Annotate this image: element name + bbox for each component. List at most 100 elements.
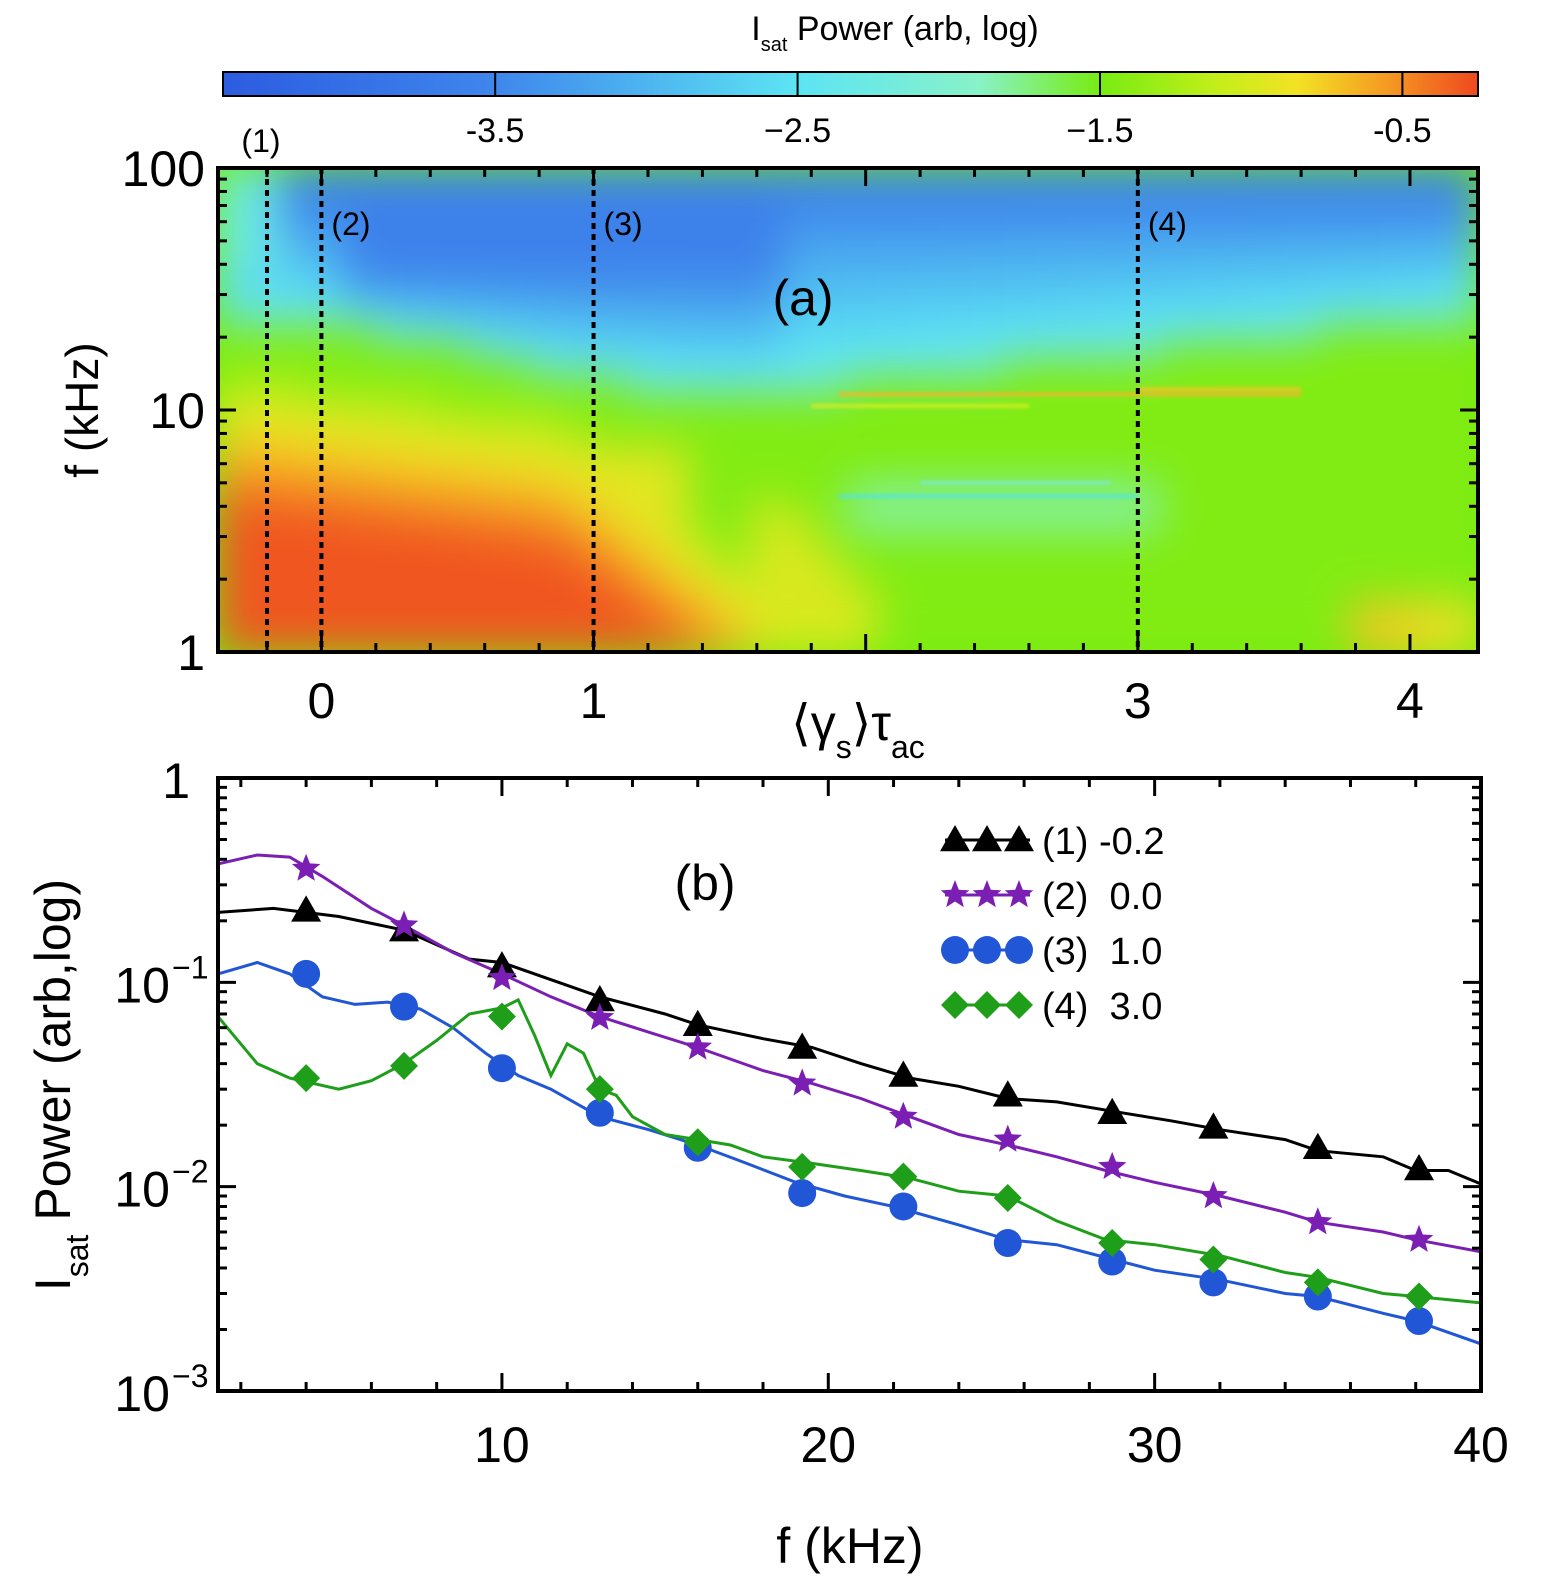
heatmap-cell (218, 287, 252, 309)
heatmap-cell (594, 338, 630, 361)
legend-label: (3) 1.0 (1042, 931, 1162, 973)
heatmap-cell (972, 615, 1008, 637)
heatmap-cell (1413, 511, 1449, 533)
heatmap-cell (279, 580, 315, 603)
heatmap-cell (468, 477, 504, 499)
heatmap-cell (1444, 183, 1478, 205)
heatmap-cell (373, 459, 409, 482)
heatmap-cell (436, 321, 472, 343)
heatmap-cell (373, 269, 409, 291)
heatmap-cell (1444, 511, 1478, 533)
heatmap-cell (814, 459, 850, 482)
marker-star (1004, 880, 1034, 908)
heatmap-cell (1381, 287, 1417, 309)
heatmap-cell (877, 477, 913, 499)
heatmap-cell (1381, 168, 1417, 188)
heatmap-cell (562, 304, 598, 326)
legend-label: (2) 0.0 (1042, 876, 1162, 918)
heatmap-cell (436, 183, 472, 205)
heatmap-cell (373, 168, 409, 188)
heatmap-cell (1003, 373, 1039, 395)
heatmap-cell (1255, 356, 1291, 378)
heatmap-cell (625, 338, 661, 361)
heatmap-cell (247, 252, 283, 274)
heatmap-cell (1192, 598, 1228, 620)
heatmap-cell (531, 200, 567, 222)
heatmap-cell (218, 546, 252, 568)
heatmap-cell (342, 615, 378, 637)
heatmap-cell (499, 511, 535, 533)
heatmap-cell (625, 477, 661, 499)
heatmap-cell (1129, 183, 1165, 205)
heatmap-cell (940, 408, 976, 430)
heatmap-cell (1066, 373, 1102, 395)
heatmap-cell (1350, 235, 1386, 257)
heatmap-cell (562, 459, 598, 482)
heatmap-cell (1381, 338, 1417, 361)
heatmap-cell (1255, 459, 1291, 482)
heatmap-cell (468, 563, 504, 585)
heatmap-cell (562, 269, 598, 291)
heatmap-cell (468, 459, 504, 482)
heatmap-cell (1192, 217, 1228, 240)
heatmap-cell (310, 269, 346, 291)
heatmap-cell (499, 287, 535, 309)
heatmap-cell (783, 442, 819, 464)
heatmap-cell (218, 373, 252, 395)
heatmap-cell (562, 408, 598, 430)
heatmap-cell (1255, 183, 1291, 205)
heatmap-cell (468, 598, 504, 620)
heatmap-cell (279, 563, 315, 585)
x-tick-label: 10 (474, 1417, 530, 1473)
heatmap-cell (972, 356, 1008, 378)
marker-triangle (972, 825, 1002, 852)
heatmap-cell (1413, 425, 1449, 447)
heatmap-cell (1066, 235, 1102, 257)
heatmap-cell (1161, 494, 1197, 516)
heatmap-cell (783, 632, 819, 652)
heatmap-cell (1098, 217, 1134, 240)
heatmap-cell (1413, 183, 1449, 205)
heatmap-cell (846, 580, 882, 603)
heatmap-cell (562, 529, 598, 551)
heatmap-cell (1003, 598, 1039, 620)
heatmap-cell (436, 477, 472, 499)
heatmap-cell (1035, 529, 1071, 551)
heatmap-cell (877, 615, 913, 637)
heatmap-cell (814, 200, 850, 222)
heatmap-cell (625, 321, 661, 343)
heatmap-cell (625, 287, 661, 309)
heatmap-cell (1161, 269, 1197, 291)
heatmap-cell (1066, 529, 1102, 551)
heatmap-cell (1224, 425, 1260, 447)
heatmap-cell (625, 511, 661, 533)
heatmap-cell (657, 598, 693, 620)
heatmap-cell (688, 304, 724, 326)
heatmap-cell (1287, 546, 1323, 568)
heatmap-cell (688, 338, 724, 361)
heatmap-cell (783, 269, 819, 291)
heatmap-cell (247, 408, 283, 430)
heatmap-cell (1161, 183, 1197, 205)
heatmap-cell (218, 580, 252, 603)
heatmap-cell (657, 477, 693, 499)
heatmap-cell (1035, 235, 1071, 257)
marker-diamond (1303, 1268, 1332, 1297)
heatmap-cell (1192, 425, 1228, 447)
heatmap-cell (279, 200, 315, 222)
heatmap-cell (310, 252, 346, 274)
heatmap-cell (625, 269, 661, 291)
heatmap-cell (972, 200, 1008, 222)
heatmap-cell (342, 321, 378, 343)
heatmap-cell (688, 269, 724, 291)
heatmap-cell (1287, 356, 1323, 378)
heatmap-cell (1381, 494, 1417, 516)
heatmap-cell (436, 408, 472, 430)
heatmap-cell (499, 217, 535, 240)
heatmap-cell (594, 287, 630, 309)
heatmap-cell (279, 511, 315, 533)
heatmap-cell (972, 217, 1008, 240)
heatmap-cell (1035, 373, 1071, 395)
heatmap-cell (940, 425, 976, 447)
heatmap-panel: (1) (2) (3) (4) 1 10 100 0 1 3 4 (a) f (kHz) ⟨γs⟩τ… (56, 123, 1480, 765)
